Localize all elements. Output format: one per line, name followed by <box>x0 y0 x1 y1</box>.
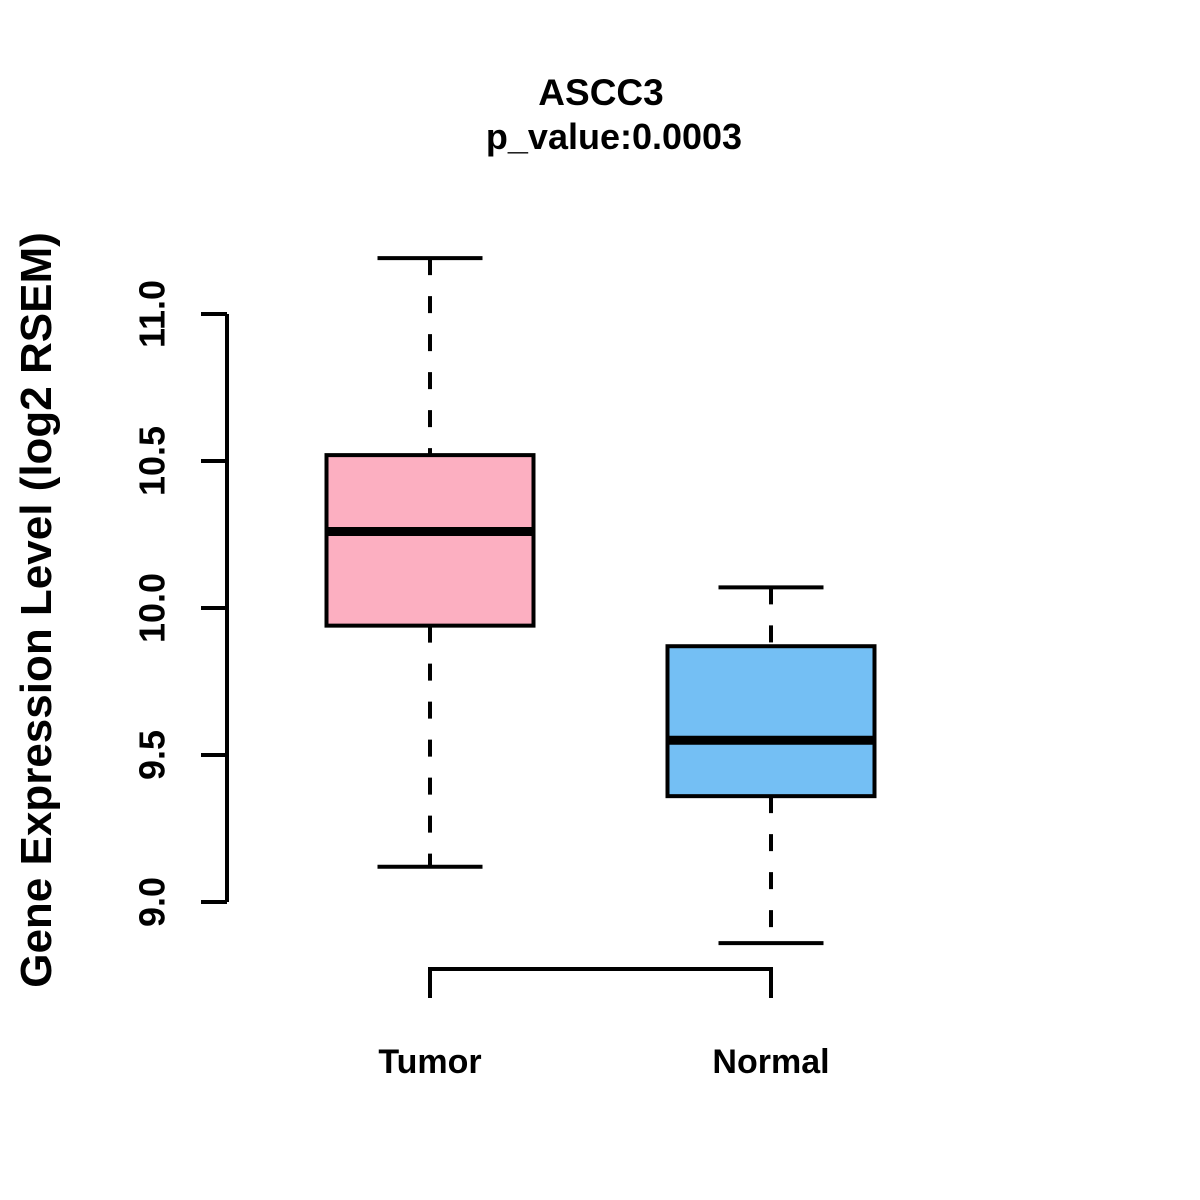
chart-title: ASCC3 <box>538 72 664 113</box>
y-axis-tick-label: 10.0 <box>132 573 173 643</box>
box-normal <box>665 644 877 799</box>
y-axis-tick-label: 10.5 <box>132 426 173 496</box>
chart-subtitle: p_value:0.0003 <box>485 116 743 157</box>
y-axis-tick-label: 11.0 <box>132 280 173 348</box>
y-axis-tick-label: 9.5 <box>132 730 173 780</box>
x-axis-label-tumor: Tumor <box>378 1043 481 1081</box>
y-axis-tick-label: 9.0 <box>132 877 173 927</box>
box-tumor <box>324 453 536 628</box>
x-axis-label-normal: Normal <box>712 1043 829 1081</box>
x-axis-bracket <box>428 967 773 998</box>
